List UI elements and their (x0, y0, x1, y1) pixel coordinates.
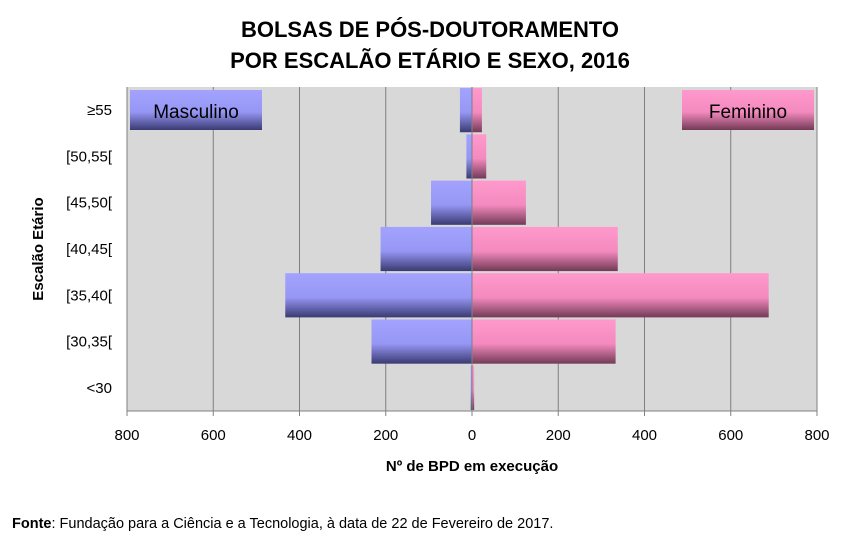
grid-lines (126, 87, 818, 411)
bar-masculino-6 (459, 88, 472, 133)
x-tick-label-0: 800 (114, 427, 139, 444)
bar-feminino-5 (472, 134, 487, 179)
y-tick-label-4: [45,50[ (66, 195, 113, 212)
x-tick-label-5: 200 (546, 427, 571, 444)
x-tick-label-2: 400 (287, 427, 312, 444)
x-tick-label-4: 0 (468, 427, 476, 444)
x-ticks: 800 600 400 200 0 200 400 600 800 (114, 411, 830, 444)
x-tick-label-3: 200 (373, 427, 398, 444)
bar-masculino-4 (431, 180, 472, 225)
x-tick-label-8: 800 (804, 427, 829, 444)
source-note: Fonte: Fundação para a Ciência e a Tecno… (12, 516, 553, 532)
bar-feminino-3 (472, 226, 618, 272)
bar-masculino-5 (466, 134, 472, 179)
legend-feminino: Feminino (682, 90, 814, 130)
x-tick-label-7: 600 (718, 427, 743, 444)
bar-masculino-3 (380, 226, 472, 272)
x-tick-label-6: 400 (632, 427, 657, 444)
source-label: Fonte (12, 516, 52, 532)
legend-masculino: Masculino (130, 90, 262, 130)
bar-masculino-2 (285, 273, 472, 318)
y-ticks: <30 [30,35[ [35,40[ [40,45[ [45,50[ [50,55[ ≥5… (66, 102, 113, 397)
y-tick-label-2: [35,40[ (66, 287, 113, 304)
legend-feminino-swatch (682, 90, 814, 130)
legend-masculino-label: Masculino (153, 102, 239, 123)
y-tick-label-6: ≥55 (87, 102, 112, 119)
x-axis-label: Nº de BPD em execução (386, 458, 558, 475)
chart-title-line-1: BOLSAS DE PÓS-DOUTORAMENTO (241, 17, 619, 42)
bars (285, 88, 769, 410)
chart-title-line-2: POR ESCALÃO ETÁRIO E SEXO, 2016 (230, 48, 630, 73)
bar-feminino-6 (472, 88, 482, 133)
bar-masculino-0 (470, 365, 472, 410)
legend-masculino-swatch (130, 90, 262, 130)
source-text: : Fundação para a Ciência e a Tecnologia… (51, 516, 554, 532)
y-tick-label-5: [50,55[ (66, 148, 113, 165)
bar-feminino-2 (472, 273, 769, 318)
bar-feminino-0 (472, 365, 475, 410)
bar-feminino-4 (472, 180, 526, 225)
legend-feminino-label: Feminino (709, 102, 787, 123)
y-tick-label-1: [30,35[ (66, 334, 113, 351)
y-axis-label: Escalão Etário (30, 197, 47, 300)
y-tick-label-3: [40,45[ (66, 241, 113, 258)
bar-feminino-1 (472, 319, 616, 364)
y-tick-label-0: <30 (87, 380, 112, 397)
bar-masculino-1 (371, 319, 472, 364)
x-tick-label-1: 600 (201, 427, 226, 444)
